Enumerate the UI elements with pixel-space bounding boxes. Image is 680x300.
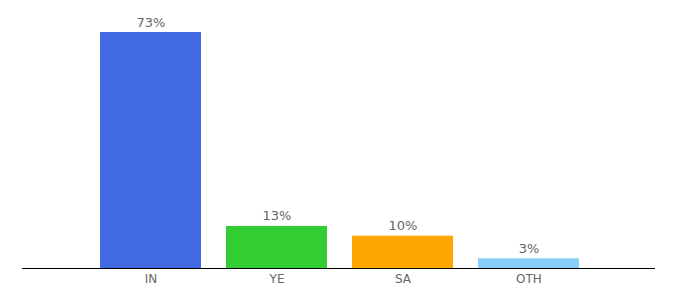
svg-text:IN: IN bbox=[145, 272, 158, 286]
svg-text:13%: 13% bbox=[263, 208, 292, 223]
svg-text:3%: 3% bbox=[519, 241, 540, 256]
svg-text:YE: YE bbox=[269, 272, 285, 286]
svg-text:OTH: OTH bbox=[516, 272, 542, 286]
svg-text:10%: 10% bbox=[389, 218, 418, 233]
svg-text:73%: 73% bbox=[137, 15, 166, 30]
svg-text:SA: SA bbox=[395, 272, 412, 286]
